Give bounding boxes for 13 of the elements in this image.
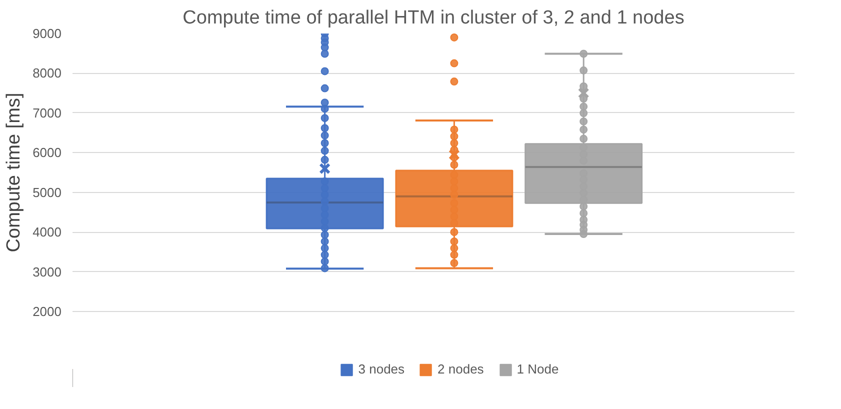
y-tick-label: 7000 <box>32 105 62 120</box>
legend-label: 1 Node <box>516 362 559 376</box>
chart-title: Compute time of parallel HTM in cluster of 3, 2 and 1 nodes <box>182 8 684 28</box>
y-tick-label: 4000 <box>32 224 62 240</box>
y-tick-label: 8000 <box>32 66 62 81</box>
legend-label: 2 nodes <box>438 362 484 376</box>
y-tick-label: 3000 <box>32 264 62 280</box>
y-axis-title: Compute time [ms] <box>4 92 25 252</box>
y-tick-label: 5000 <box>32 184 62 200</box>
legend-label: 3 nodes <box>358 362 405 376</box>
y-tick-label: 6000 <box>32 145 62 160</box>
y-tick-label: 9000 <box>32 26 62 41</box>
y-tick-label: 2000 <box>32 304 62 319</box>
